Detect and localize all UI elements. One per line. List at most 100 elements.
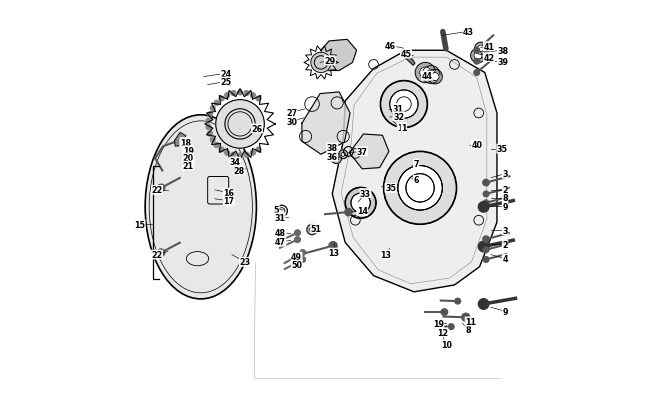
Circle shape — [294, 230, 300, 236]
Circle shape — [206, 126, 211, 130]
Text: 17: 17 — [223, 197, 234, 206]
Circle shape — [474, 43, 487, 55]
Circle shape — [420, 68, 431, 79]
Circle shape — [341, 153, 345, 157]
Circle shape — [448, 324, 454, 330]
Text: 11: 11 — [465, 317, 476, 326]
Circle shape — [206, 119, 211, 124]
Text: 22: 22 — [151, 186, 162, 195]
Circle shape — [474, 59, 480, 65]
Circle shape — [474, 48, 480, 54]
Circle shape — [406, 174, 434, 202]
Circle shape — [478, 202, 489, 213]
Circle shape — [390, 91, 418, 119]
Text: 8: 8 — [466, 325, 471, 334]
Text: 8: 8 — [502, 194, 508, 203]
Text: 42: 42 — [484, 53, 495, 62]
Circle shape — [474, 70, 480, 76]
Text: 35: 35 — [497, 145, 508, 154]
Text: 38: 38 — [497, 47, 508, 55]
Circle shape — [214, 101, 219, 106]
Circle shape — [207, 132, 213, 137]
Polygon shape — [332, 51, 497, 292]
Circle shape — [210, 107, 215, 111]
Circle shape — [331, 153, 342, 164]
Text: 2: 2 — [502, 186, 508, 195]
Circle shape — [311, 53, 331, 73]
Text: 36: 36 — [327, 153, 338, 162]
Circle shape — [483, 180, 489, 186]
Circle shape — [380, 81, 427, 128]
Text: 20: 20 — [183, 153, 194, 162]
Polygon shape — [174, 133, 186, 147]
Text: 27: 27 — [286, 109, 298, 117]
Circle shape — [471, 49, 486, 64]
Circle shape — [483, 200, 489, 206]
Circle shape — [415, 63, 436, 83]
Text: 18: 18 — [180, 138, 191, 147]
Text: 34: 34 — [229, 158, 240, 166]
Text: 45: 45 — [400, 50, 411, 59]
Circle shape — [207, 113, 213, 117]
Circle shape — [157, 185, 164, 192]
Circle shape — [329, 242, 337, 250]
Text: 9: 9 — [502, 307, 508, 316]
Circle shape — [250, 94, 255, 98]
Circle shape — [474, 52, 482, 60]
Circle shape — [483, 192, 489, 197]
Circle shape — [219, 97, 224, 102]
Text: 51: 51 — [311, 224, 322, 233]
Text: 28: 28 — [233, 166, 245, 175]
Circle shape — [428, 70, 443, 85]
Circle shape — [225, 151, 229, 156]
Circle shape — [219, 148, 224, 153]
Text: 13: 13 — [380, 250, 391, 260]
Circle shape — [441, 309, 448, 315]
Circle shape — [214, 143, 219, 148]
Text: 3: 3 — [502, 226, 508, 235]
Text: 24: 24 — [220, 70, 231, 79]
Circle shape — [455, 298, 461, 304]
Text: 14: 14 — [357, 207, 368, 216]
Text: 6: 6 — [413, 176, 419, 185]
Circle shape — [478, 242, 489, 252]
Circle shape — [244, 92, 249, 96]
Text: 44: 44 — [421, 72, 432, 81]
Text: 41: 41 — [484, 43, 495, 51]
Circle shape — [351, 194, 370, 213]
Circle shape — [157, 249, 164, 257]
Text: 35: 35 — [385, 184, 396, 193]
Circle shape — [398, 166, 443, 211]
Circle shape — [426, 70, 436, 80]
Circle shape — [250, 151, 255, 156]
Text: 3: 3 — [502, 170, 508, 179]
Text: 1: 1 — [397, 124, 402, 132]
Circle shape — [483, 247, 489, 253]
FancyArrowPatch shape — [443, 32, 446, 50]
Circle shape — [478, 299, 489, 309]
Polygon shape — [302, 93, 350, 155]
Text: 5: 5 — [274, 205, 280, 214]
Ellipse shape — [145, 115, 256, 299]
Text: 15: 15 — [134, 220, 145, 229]
Text: 16: 16 — [223, 189, 234, 198]
Circle shape — [462, 313, 470, 322]
Text: 33: 33 — [360, 189, 371, 198]
Circle shape — [300, 250, 306, 256]
Text: 25: 25 — [220, 78, 231, 87]
Text: 13: 13 — [328, 248, 339, 258]
Circle shape — [309, 228, 315, 232]
Text: 37: 37 — [357, 147, 368, 157]
Text: 31: 31 — [393, 104, 404, 113]
Text: 30: 30 — [286, 117, 297, 126]
Circle shape — [483, 237, 489, 243]
Text: 39: 39 — [497, 58, 508, 66]
Circle shape — [238, 153, 242, 158]
Text: 23: 23 — [239, 258, 250, 267]
Text: 49: 49 — [291, 252, 302, 262]
Text: 22: 22 — [151, 250, 162, 260]
Circle shape — [238, 91, 242, 96]
Text: 46: 46 — [385, 42, 396, 51]
Circle shape — [345, 188, 376, 219]
Text: 12: 12 — [437, 328, 448, 337]
